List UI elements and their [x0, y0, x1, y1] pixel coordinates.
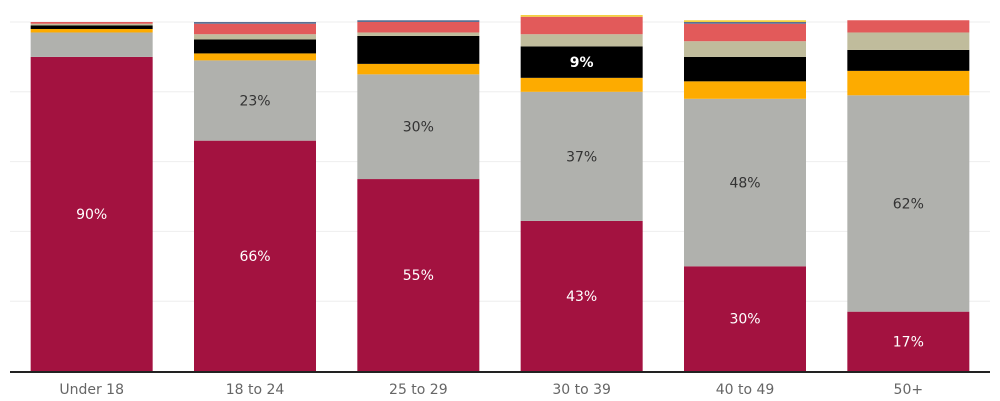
bar-segment	[684, 23, 806, 42]
bar-segment	[520, 34, 643, 47]
x-tick-label: 30 to 39	[552, 382, 611, 398]
data-label: 37%	[566, 149, 597, 165]
bar-segment	[520, 46, 643, 78]
bar-segment	[520, 77, 643, 92]
bar-segment	[847, 311, 970, 371]
bar-segment	[847, 95, 970, 312]
bar-segment	[847, 20, 970, 33]
bar-segment	[30, 32, 153, 57]
bar-group-2: 55% 30%	[357, 20, 480, 371]
bar-segment	[357, 63, 480, 75]
bar-group-4: 30% 48%	[684, 20, 806, 371]
data-label: 30%	[403, 120, 434, 136]
data-label: 43%	[566, 289, 597, 305]
bar-segment	[30, 23, 153, 26]
bar-segment	[357, 35, 480, 64]
bar-segment	[357, 22, 480, 33]
x-tick-label: Under 18	[59, 382, 124, 398]
bar-segment	[847, 32, 970, 50]
bar-segment	[30, 56, 153, 372]
bar-segment	[357, 179, 480, 371]
bar-segment	[684, 22, 806, 24]
bar-segment	[194, 39, 316, 54]
x-tick-label: 18 to 24	[226, 382, 285, 398]
bar-segment	[30, 28, 153, 33]
bar-group-5: 17% 62%	[847, 20, 970, 371]
bar-segment	[194, 34, 316, 40]
bars: 90% 66% 23% 55% 30% 43% 37% 9% 30% 48% 17% 62%	[30, 15, 970, 372]
bar-segment	[684, 56, 806, 82]
gridlines	[10, 21, 990, 302]
bar-segment	[520, 16, 643, 35]
data-label: 9%	[570, 55, 594, 71]
bar-segment	[520, 220, 643, 371]
bar-segment	[520, 91, 643, 221]
bar-segment	[30, 22, 153, 24]
data-label: 62%	[893, 196, 924, 212]
bar-segment	[194, 60, 316, 141]
bar-group-0: 90%	[30, 22, 153, 372]
data-label: 48%	[729, 176, 760, 192]
bar-segment	[684, 98, 806, 267]
bar-segment	[194, 53, 316, 61]
data-label: 90%	[76, 207, 107, 223]
x-axis-tick-labels: Under 18 18 to 24 25 to 29 30 to 39 40 to 49…	[59, 382, 923, 398]
bar-segment	[520, 15, 643, 17]
bar-segment	[684, 41, 806, 57]
bar-segment	[847, 49, 970, 71]
bar-segment	[194, 140, 316, 371]
bar-segment	[30, 25, 153, 29]
bar-segment	[357, 32, 480, 36]
bar-segment	[194, 22, 316, 24]
bar-group-3: 43% 37% 9%	[520, 15, 643, 371]
bar-segment	[684, 266, 806, 371]
bar-segment	[847, 70, 970, 96]
x-tick-label: 25 to 29	[389, 382, 448, 398]
bar-segment	[194, 23, 316, 35]
bar-segment	[357, 20, 480, 22]
x-tick-label: 40 to 49	[716, 382, 775, 398]
data-label: 23%	[239, 94, 270, 110]
data-label: 17%	[893, 334, 924, 350]
x-tick-label: 50+	[894, 382, 924, 398]
bar-segment	[357, 74, 480, 180]
data-label: 30%	[729, 312, 760, 328]
bar-group-1: 66% 23%	[194, 22, 316, 371]
bar-segment	[684, 81, 806, 99]
bar-segment	[684, 20, 806, 22]
data-label: 66%	[239, 249, 270, 265]
data-label: 55%	[403, 268, 434, 284]
